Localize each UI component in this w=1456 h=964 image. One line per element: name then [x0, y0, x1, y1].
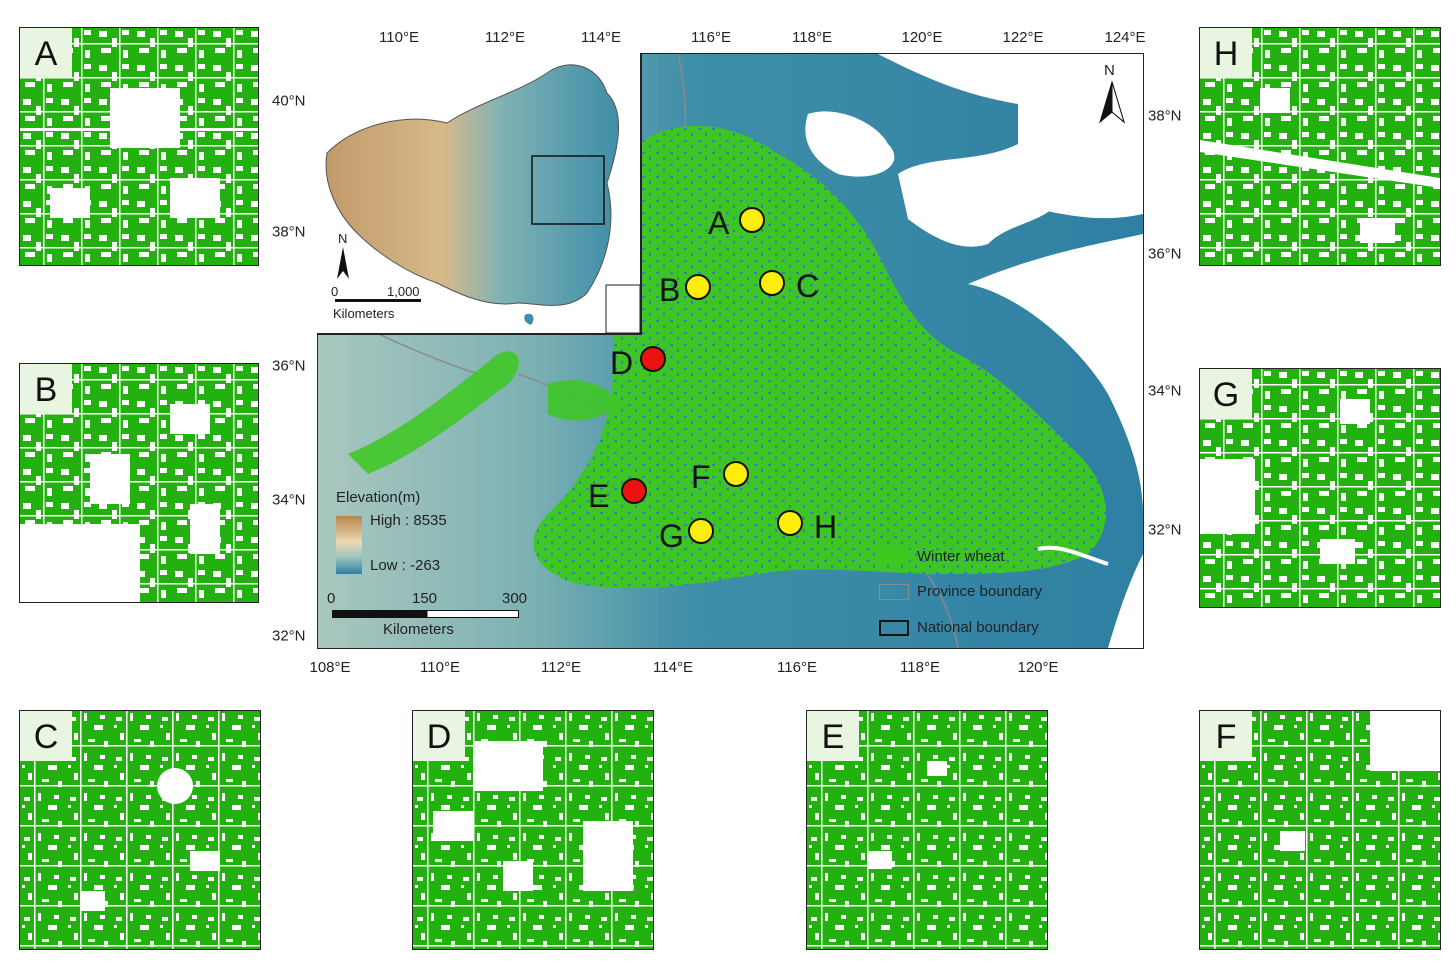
bottom-tick: 108°E — [309, 659, 351, 676]
bottom-tick: 112°E — [541, 659, 581, 676]
panel-label: B — [20, 364, 72, 414]
scale-unit: Kilometers — [383, 621, 454, 638]
panel-label: E — [807, 711, 859, 761]
site-label-c: C — [796, 268, 820, 304]
elevation-low: Low : -263 — [370, 557, 441, 574]
site-marker-g — [688, 518, 714, 544]
bottom-tick: 116°E — [777, 659, 817, 676]
elevation-high: High : 8535 — [370, 512, 447, 529]
top-tick: 114°E — [581, 29, 621, 46]
site-marker-f — [723, 461, 749, 487]
inset-scale-end: 1,000 — [387, 284, 420, 299]
scale-bar — [332, 610, 519, 618]
panel-c: C — [19, 710, 261, 950]
site-label-b: B — [659, 272, 681, 308]
panel-g: G — [1199, 368, 1441, 608]
site-label-a: A — [708, 205, 730, 241]
scale-tick-150: 150 — [412, 590, 438, 607]
site-label-f: F — [691, 459, 711, 495]
site-marker-h — [777, 510, 803, 536]
site-label-e: E — [588, 478, 610, 514]
legend-national-label: National boundary — [917, 619, 1039, 636]
left-tick: 32°N — [272, 627, 306, 645]
right-tick: 36°N — [1148, 245, 1182, 263]
site-marker-c — [759, 270, 785, 296]
panel-label: D — [413, 711, 465, 761]
legend-wheat-label: Winter wheat — [917, 548, 1005, 565]
elevation-gradient — [336, 516, 362, 574]
panel-h: H — [1199, 27, 1441, 266]
top-tick: 120°E — [901, 29, 943, 46]
inset-north-label: N — [338, 231, 348, 246]
bottom-tick: 110°E — [420, 659, 460, 676]
site-marker-d — [640, 346, 666, 372]
bottom-tick: 114°E — [653, 659, 693, 676]
north-label: N — [1104, 62, 1115, 79]
panel-b-image — [20, 364, 258, 602]
bottom-tick: 118°E — [900, 659, 940, 676]
panel-e: E — [806, 710, 1048, 950]
top-tick: 118°E — [792, 29, 832, 46]
scale-tick-300: 300 — [502, 590, 528, 607]
panel-label: C — [20, 711, 72, 761]
left-tick: 38°N — [272, 223, 306, 241]
panel-f: F — [1199, 710, 1441, 950]
top-tick: 124°E — [1104, 29, 1146, 46]
site-label-d: D — [610, 345, 634, 381]
panel-a: A — [19, 27, 259, 266]
top-tick: 112°E — [485, 29, 525, 46]
left-tick: 36°N — [272, 357, 306, 375]
legend-wheat-swatch — [879, 548, 909, 564]
scale-tick-0: 0 — [327, 590, 336, 607]
site-label-g: G — [659, 518, 684, 554]
legend-national-swatch — [879, 620, 909, 636]
right-tick: 32°N — [1148, 521, 1182, 539]
site-marker-a — [739, 207, 765, 233]
legend-province-swatch — [879, 584, 909, 600]
legend-province-label: Province boundary — [917, 583, 1043, 600]
top-tick: 110°E — [379, 29, 419, 46]
elevation-legend-title: Elevation(m) — [336, 489, 421, 506]
panel-b: B — [19, 363, 259, 603]
panel-label: A — [20, 28, 72, 78]
inset-scale-start: 0 — [331, 284, 339, 299]
panel-label: G — [1200, 369, 1252, 419]
inset-map-svg — [325, 64, 640, 333]
left-tick: 40°N — [272, 92, 306, 110]
inset-map: N 0 1,000 Kilometers — [317, 53, 642, 335]
inset-scale-unit: Kilometers — [333, 306, 395, 321]
panel-label: H — [1200, 28, 1252, 78]
right-tick: 38°N — [1148, 107, 1182, 125]
top-tick: 116°E — [691, 29, 731, 46]
right-tick: 34°N — [1148, 382, 1182, 400]
panel-label: F — [1200, 711, 1252, 761]
site-label-h: H — [814, 509, 838, 545]
north-arrow-icon — [1099, 80, 1125, 124]
bottom-tick: 120°E — [1017, 659, 1059, 676]
site-marker-e — [621, 478, 647, 504]
top-tick: 122°E — [1002, 29, 1044, 46]
left-tick: 34°N — [272, 491, 306, 509]
site-marker-b — [685, 274, 711, 300]
panel-d: D — [412, 710, 654, 950]
